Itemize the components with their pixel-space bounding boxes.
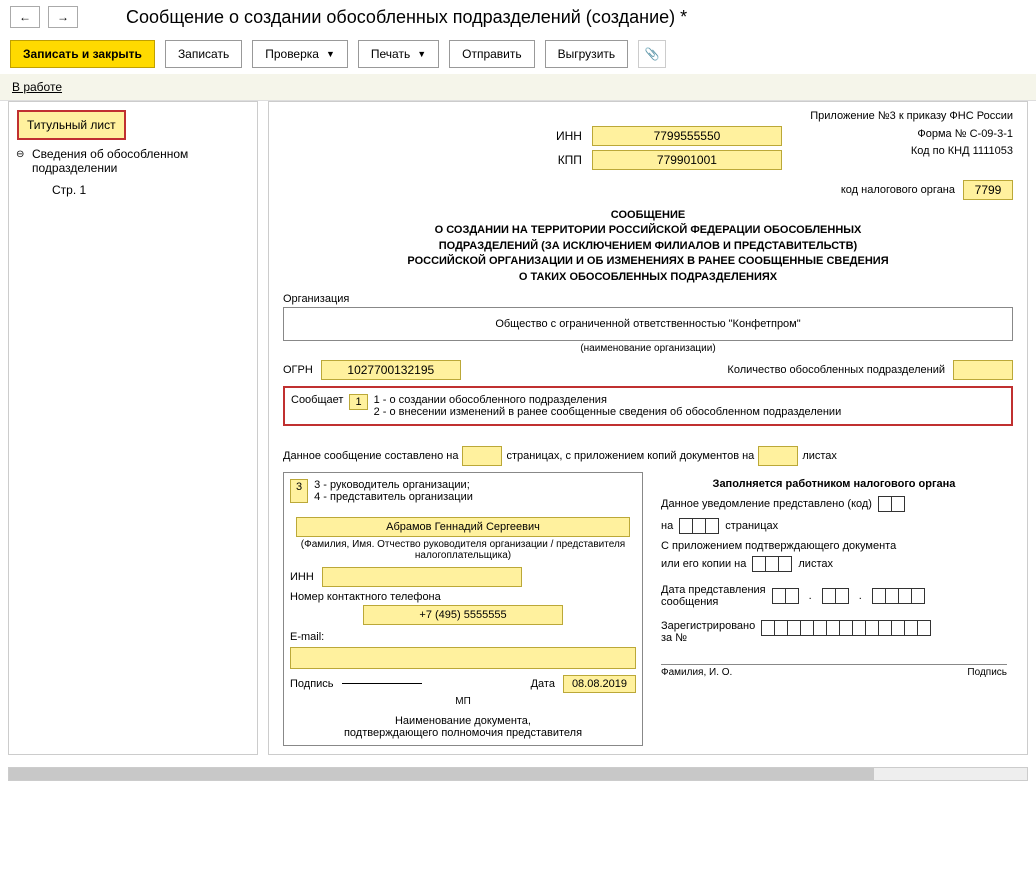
reg-num-cells	[761, 620, 931, 636]
right-sign-label: Подпись	[967, 667, 1007, 678]
email-input[interactable]	[290, 647, 636, 669]
inn2-label: ИНН	[290, 571, 314, 583]
reports-highlight: Сообщает 1 1 - о создании обособленного …	[283, 386, 1013, 426]
or-copy-label: или его копии на	[661, 558, 746, 570]
page-title: Сообщение о создании обособленных подраз…	[126, 7, 687, 28]
presented-label: Данное уведомление представлено (код)	[661, 498, 872, 510]
phone-label: Номер контактного телефона	[290, 591, 636, 603]
with-doc-label: С приложением подтверждающего документа	[661, 540, 1007, 552]
sidebar-subdivision-label: Сведения об обособленном подразделении	[32, 147, 188, 175]
reports-option-1: 1 - о создании обособленного подразделен…	[374, 394, 842, 406]
inn2-input[interactable]	[322, 567, 522, 587]
appendix-text: Приложение №3 к приказу ФНС России	[283, 110, 1013, 122]
check-label: Проверка	[265, 47, 319, 61]
pages-text-2: страницах, с приложением копий документо…	[506, 450, 754, 462]
knd-code: Код по КНД 1111053	[911, 143, 1013, 160]
send-button[interactable]: Отправить	[449, 40, 535, 68]
export-button[interactable]: Выгрузить	[545, 40, 629, 68]
signer-block: 3 3 - руководитель организации; 4 - пред…	[283, 472, 643, 746]
role-option-3: 3 - руководитель организации;	[314, 479, 473, 491]
collapse-icon[interactable]: ⊖	[16, 149, 24, 160]
reports-value-input[interactable]: 1	[349, 394, 367, 410]
num-label: за №	[661, 632, 755, 644]
sign-line	[342, 683, 422, 684]
attach-button[interactable]: 📎	[638, 40, 666, 68]
reports-option-2: 2 - о внесении изменений в ранее сообщен…	[374, 406, 842, 418]
tax-office-block: Заполняется работником налогового органа…	[655, 472, 1013, 746]
date-cells-3	[872, 588, 925, 604]
org-label: Организация	[283, 293, 1013, 305]
nav-forward-button[interactable]: →	[48, 6, 78, 28]
tax-office-title: Заполняется работником налогового органа	[661, 478, 1007, 490]
ogrn-label: ОГРН	[283, 364, 313, 376]
document-heading: СООБЩЕНИЕ О СОЗДАНИИ НА ТЕРРИТОРИИ РОССИ…	[283, 208, 1013, 285]
subdiv-count-input[interactable]	[953, 360, 1013, 380]
inn-label: ИНН	[412, 129, 582, 143]
ogrn-input[interactable]	[321, 360, 461, 380]
sheets-label: листах	[798, 558, 833, 570]
inn-input[interactable]	[592, 126, 782, 146]
phone-input[interactable]	[363, 605, 563, 625]
presented-code-cells	[878, 496, 905, 512]
save-close-button[interactable]: Записать и закрыть	[10, 40, 155, 68]
nav-back-button[interactable]: ←	[10, 6, 40, 28]
horizontal-scrollbar[interactable]	[8, 767, 1028, 781]
form-code: Форма № С-09-3-1 Код по КНД 1111053	[911, 126, 1013, 159]
check-button[interactable]: Проверка ▼	[252, 40, 348, 68]
date-cells-2	[822, 588, 849, 604]
print-label: Печать	[371, 47, 410, 61]
form-content: Приложение №3 к приказу ФНС России ИНН К…	[268, 101, 1028, 755]
paperclip-icon: 📎	[645, 47, 660, 61]
email-label: E-mail:	[290, 631, 636, 643]
org-name-box[interactable]: Общество с ограниченной ответственностью…	[283, 307, 1013, 341]
subdiv-count-label: Количество обособленных подразделений	[727, 364, 945, 376]
doc-confirm: Наименование документа, подтверждающего …	[290, 715, 636, 739]
fio-input[interactable]: Абрамов Геннадий Сергеевич	[296, 517, 630, 537]
scroll-thumb[interactable]	[9, 768, 874, 780]
status-link[interactable]: В работе	[12, 80, 62, 94]
date-input[interactable]: 08.08.2019	[563, 675, 636, 693]
org-caption: (наименование организации)	[283, 343, 1013, 354]
pages-text-1: Данное сообщение составлено на	[283, 450, 458, 462]
pages-label: страницах	[725, 520, 778, 532]
mp-label: МП	[290, 696, 636, 707]
chevron-down-icon: ▼	[417, 49, 426, 59]
date-label: Дата	[531, 678, 555, 690]
fio-caption: (Фамилия, Имя. Отчество руководителя орг…	[290, 539, 636, 561]
sidebar-item-subdivision[interactable]: ⊖ Сведения об обособленном подразделении	[14, 143, 252, 179]
print-button[interactable]: Печать ▼	[358, 40, 439, 68]
date-cells-1	[772, 588, 799, 604]
copy-sheets-cells	[752, 556, 792, 572]
chevron-down-icon: ▼	[326, 49, 335, 59]
pages-attach-input[interactable]	[758, 446, 798, 466]
kpp-input[interactable]	[592, 150, 782, 170]
msg-label: сообщения	[661, 596, 766, 608]
registered-label: Зарегистрировано	[661, 620, 755, 632]
tax-code-input[interactable]	[963, 180, 1013, 200]
on-label: на	[661, 520, 673, 532]
date-pres-label: Дата представления	[661, 584, 766, 596]
reports-label: Сообщает	[291, 394, 343, 406]
pages-count-input[interactable]	[462, 446, 502, 466]
sidebar: Титульный лист ⊖ Сведения об обособленно…	[8, 101, 258, 755]
save-button[interactable]: Записать	[165, 40, 242, 68]
sidebar-item-title-sheet[interactable]: Титульный лист	[17, 110, 126, 140]
on-pages-cells	[679, 518, 719, 534]
sign-label: Подпись	[290, 678, 334, 690]
form-number: Форма № С-09-3-1	[911, 126, 1013, 143]
role-option-4: 4 - представитель организации	[314, 491, 473, 503]
right-fio-label: Фамилия, И. О.	[661, 667, 732, 678]
kpp-label: КПП	[412, 153, 582, 167]
sidebar-item-page-1[interactable]: Стр. 1	[14, 179, 252, 201]
tax-code-label: код налогового органа	[841, 184, 955, 196]
pages-text-3: листах	[802, 450, 837, 462]
role-value-input[interactable]: 3	[290, 479, 308, 503]
